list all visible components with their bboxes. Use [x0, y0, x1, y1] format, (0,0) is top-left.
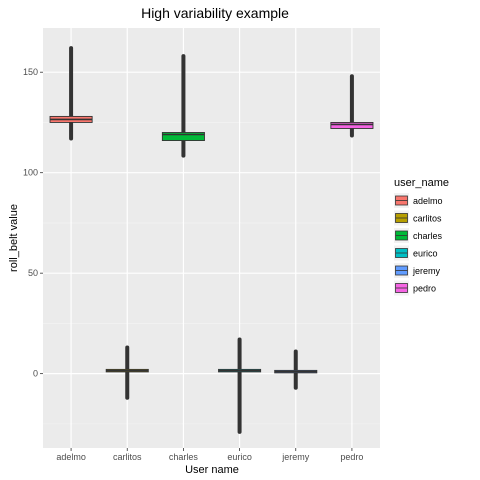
y-tick-label: 0: [33, 369, 38, 379]
y-axis-label: roll_belt value: [8, 204, 20, 272]
x-axis-label: User name: [185, 464, 239, 476]
legend-label: carlitos: [413, 214, 442, 224]
y-axis-ticks: 0 50 100 150: [23, 67, 43, 379]
x-tick-label: charles: [169, 452, 199, 462]
x-tick-label: jeremy: [281, 452, 310, 462]
y-tick-label: 150: [23, 67, 38, 77]
x-tick-label: eurico: [227, 452, 252, 462]
box-charles: [161, 132, 205, 141]
legend-label: jeremy: [412, 266, 441, 276]
x-axis-ticks: adelmo carlitos charles eurico jeremy pedro: [56, 448, 363, 462]
legend-label: adelmo: [413, 196, 443, 206]
legend: user_name adelmo carlitos charles eurico jer…: [394, 177, 449, 296]
box-layer: [49, 46, 374, 434]
legend-label: eurico: [413, 249, 438, 259]
box-pedro: [330, 121, 374, 129]
y-tick-label: 100: [23, 168, 38, 178]
y-tick-label: 50: [28, 268, 38, 278]
x-tick-label: adelmo: [56, 452, 86, 462]
plot-panel: [43, 28, 380, 448]
x-tick-label: carlitos: [113, 452, 142, 462]
legend-title: user_name: [394, 177, 449, 189]
legend-label: pedro: [413, 284, 436, 294]
legend-label: charles: [413, 231, 443, 241]
x-tick-label: pedro: [340, 452, 363, 462]
chart-title: High variability example: [141, 5, 289, 21]
legend-items: adelmo carlitos charles eurico jeremy pedro: [394, 193, 443, 296]
